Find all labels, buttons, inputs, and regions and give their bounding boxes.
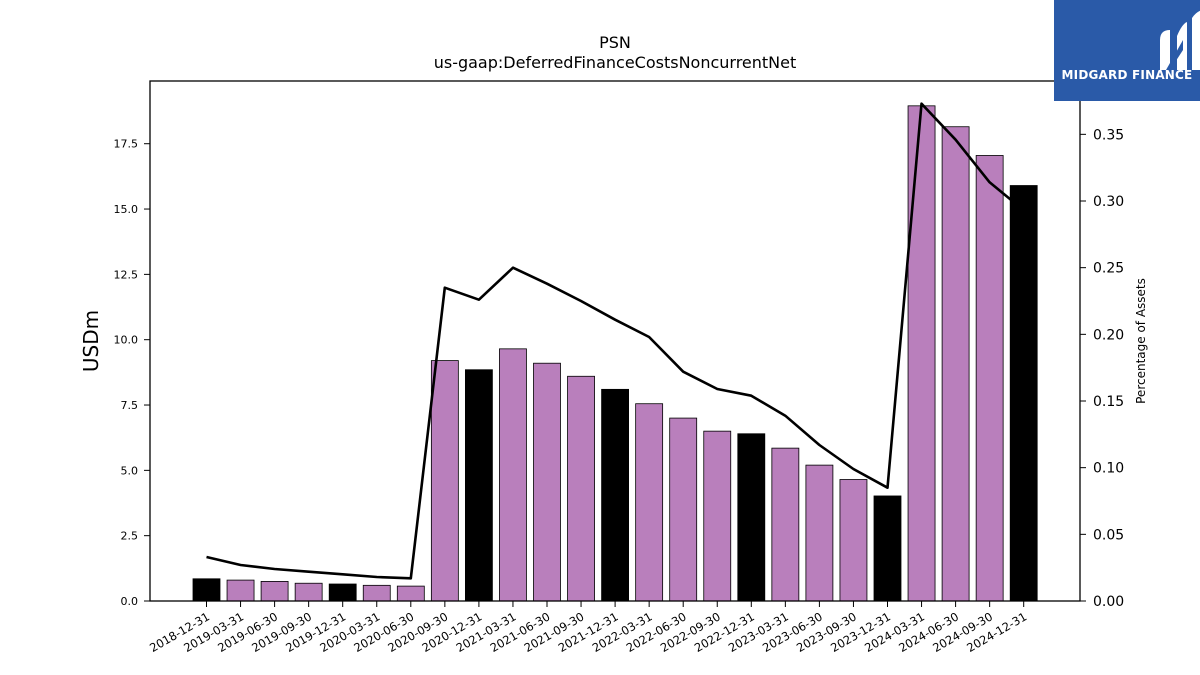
bar-2022-03-31 [635,403,664,602]
chart-title: PSN [599,33,631,52]
y-tick-label-left: 10.0 [114,334,139,347]
bar-2021-09-30 [567,375,595,602]
logo-text: MIDGARD FINANCE [1061,68,1193,82]
bar-2022-12-31 [737,433,766,602]
y-axis-label-right: Percentage of Assets [1134,278,1148,404]
bar-2021-03-31 [499,348,527,602]
y-tick-label-right: 0.35 [1093,127,1124,143]
y-tick-label-right: 0.15 [1093,394,1124,410]
y-tick-label-left: 15.0 [114,203,139,216]
bar-2020-09-30 [430,360,459,602]
bar-2019-09-30 [294,582,323,602]
bar-2024-03-31 [907,105,936,602]
brand-logo: MIDGARD FINANCE [1054,0,1200,101]
bar-2020-06-30 [396,585,425,602]
y-tick-label-right: 0.20 [1093,327,1124,343]
y-tick-label-left: 0.0 [121,595,139,608]
y-tick-label-left: 7.5 [121,399,139,412]
series-line-percentage-of-assets [206,102,1025,580]
bar-2021-06-30 [533,362,561,602]
bar-2019-06-30 [260,581,289,602]
bar-2021-12-31 [601,388,629,602]
bar-2019-12-31 [328,583,357,602]
y-axis-left: 0.0 2.5 5.0 7.5 10.0 12.5 15.0 17.5 [114,138,150,608]
bar-2023-12-31 [873,495,902,602]
bar-2022-06-30 [669,417,698,602]
chart-subtitle: us-gaap:DeferredFinanceCostsNoncurrentNe… [434,53,797,72]
y-tick-label-left: 2.5 [121,530,139,543]
bar-2018-12-31 [192,578,221,602]
bar-2023-09-30 [839,479,868,602]
y-tick-label-right: 0.05 [1093,527,1124,543]
bar-2020-12-31 [464,369,493,602]
bar-2023-06-30 [805,464,834,602]
bar-2020-03-31 [362,584,391,602]
y-tick-label-left: 17.5 [114,138,139,151]
bar-2022-09-30 [703,430,732,602]
y-tick-label-right: 0.10 [1093,461,1124,477]
y-axis-right: 0.00 0.05 0.10 0.15 0.20 0.25 0.30 0.35 [1080,127,1124,610]
bar-2019-03-31 [226,579,255,602]
y-tick-label-right: 0.00 [1093,594,1124,610]
bar-2024-09-30 [975,155,1004,602]
y-tick-label-right: 0.30 [1093,194,1124,210]
y-tick-label-left: 12.5 [114,268,139,281]
line-layer [206,102,1025,580]
bar-2024-06-30 [941,126,970,602]
bar-2023-03-31 [771,447,800,602]
logo-mark-icon [1160,10,1200,70]
bar-2024-12-31 [1009,185,1038,602]
y-axis-label: USDm [79,310,103,372]
bar-group [192,105,1038,602]
x-axis: 2018-12-312019-03-312019-06-302019-09-30… [147,601,1029,655]
y-tick-label-right: 0.25 [1093,261,1124,277]
y-tick-label-left: 5.0 [121,464,139,477]
